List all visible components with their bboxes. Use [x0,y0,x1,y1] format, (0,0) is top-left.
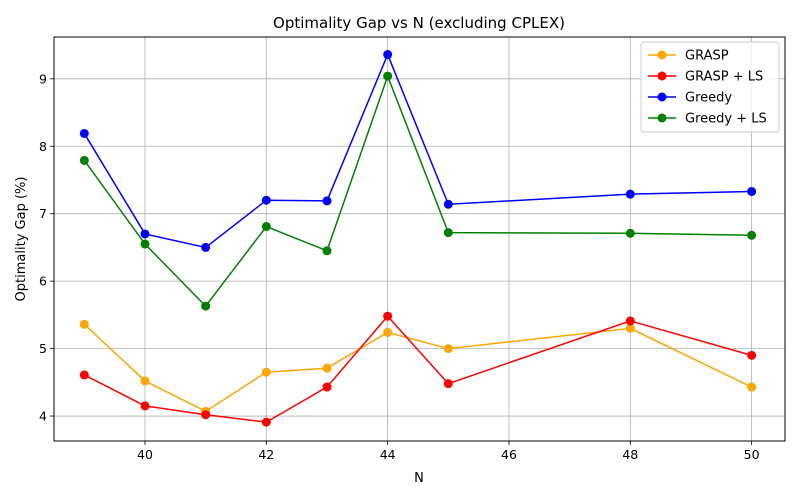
legend-marker [657,113,667,123]
y-tick-label: 8 [39,139,47,154]
y-tick-label: 5 [39,341,47,356]
data-point-greedy-ls [201,301,211,311]
x-tick-label: 48 [622,447,638,462]
data-point-greedy [383,50,393,60]
data-point-greedy [625,189,635,199]
data-point-greedy-ls [625,228,635,238]
data-point-grasp-ls [625,316,635,326]
legend-marker [657,92,667,102]
series-greedy [79,50,757,252]
y-axis-label: Optimality Gap (%) [14,177,29,302]
data-point-greedy [443,199,453,209]
legend-label: GRASP [685,49,729,64]
data-point-grasp [747,382,757,392]
data-point-greedy [79,128,89,138]
y-tick-label: 7 [39,206,47,221]
legend-marker [657,71,667,81]
x-tick-label: 44 [380,447,396,462]
series-line-grasp-ls [83,315,752,423]
data-point-grasp-ls [79,370,89,380]
legend-item: GRASP [648,49,729,64]
x-tick-label: 46 [501,447,517,462]
y-tick-label: 6 [39,274,47,289]
data-point-grasp [383,327,393,337]
legend-item: Greedy + LS [648,112,767,127]
data-point-greedy-ls [383,71,393,81]
data-point-grasp [79,319,89,329]
x-tick-label: 40 [137,447,153,462]
data-point-greedy [322,196,332,206]
legend-item: GRASP + LS [648,70,763,85]
data-point-greedy-ls [322,246,332,256]
data-point-greedy-ls [79,155,89,165]
data-point-grasp-ls [201,410,211,420]
y-tick-label: 4 [39,409,47,424]
legend-item: Greedy [648,91,732,106]
data-point-greedy-ls [140,239,150,249]
series-grasp [79,319,757,416]
data-point-greedy [201,242,211,252]
data-point-grasp [140,376,150,386]
data-point-grasp [443,344,453,354]
legend: GRASP GRASP + LS Greedy Greedy + LS [640,41,780,133]
series-group [79,50,757,427]
y-tick-label: 9 [39,71,47,86]
x-tick-label: 50 [744,447,760,462]
series-line-grasp [83,323,752,413]
plot-frame [53,36,786,442]
data-point-grasp-ls [261,417,271,427]
data-point-grasp [261,367,271,377]
y-axis-ticks: 4 5 6 7 8 9 [39,71,54,424]
data-point-greedy [261,195,271,205]
series-greedy-ls [79,71,757,311]
legend-marker [657,50,667,60]
data-point-greedy [747,186,757,196]
legend-label: Greedy + LS [685,112,767,127]
data-point-greedy-ls [443,228,453,238]
series-grasp-ls [79,311,757,427]
data-point-grasp-ls [322,382,332,392]
data-point-grasp-ls [443,379,453,389]
data-point-grasp-ls [747,350,757,360]
data-point-grasp-ls [383,311,393,321]
data-point-grasp [625,323,635,333]
data-point-grasp-ls [140,401,150,411]
x-axis-ticks: 40 42 44 46 48 50 [137,441,760,462]
data-point-grasp [322,363,332,373]
chart-title: Optimality Gap vs N (excluding CPLEX) [273,14,565,32]
legend-box [640,41,780,133]
legend-label: GRASP + LS [685,70,763,85]
data-point-greedy-ls [261,222,271,232]
data-point-greedy [140,229,150,239]
x-tick-label: 42 [258,447,274,462]
legend-label: Greedy [685,91,732,106]
data-point-greedy-ls [747,230,757,240]
x-axis-label: N [414,471,424,486]
